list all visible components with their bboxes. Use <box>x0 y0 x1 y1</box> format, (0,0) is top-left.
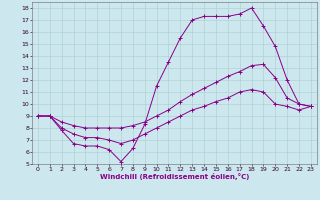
X-axis label: Windchill (Refroidissement éolien,°C): Windchill (Refroidissement éolien,°C) <box>100 173 249 180</box>
